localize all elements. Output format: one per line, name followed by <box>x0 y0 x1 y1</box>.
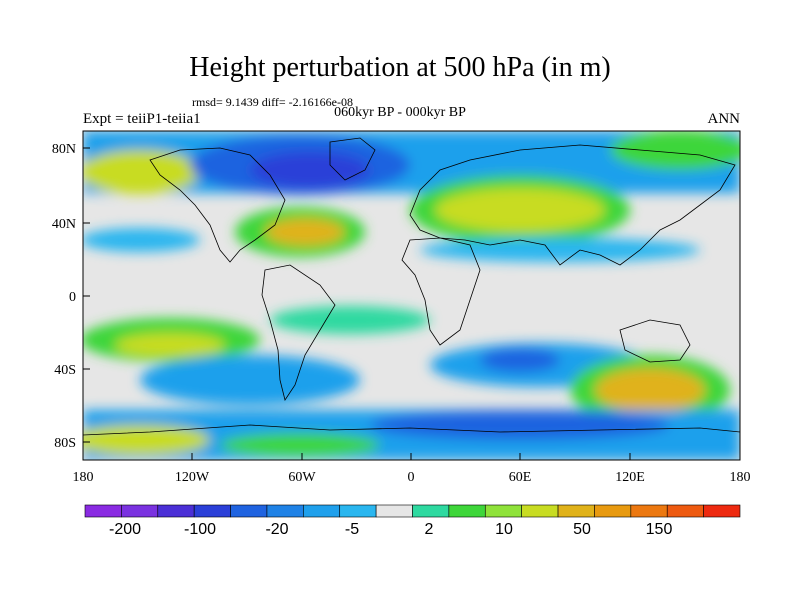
y-axis: 80N 40N 0 40S 80S <box>52 142 90 451</box>
colorbar-swatch <box>666 504 704 518</box>
colorbar-swatch <box>484 504 522 518</box>
x-tick-label: 120E <box>615 470 645 485</box>
colorbar-swatch <box>594 504 632 518</box>
colorbar: -200 -100 -20 -5 2 10 50 150 <box>84 504 741 538</box>
x-tick-label: 180 <box>730 470 751 485</box>
comparison-subtitle: 060kyr BP - 000kyr BP <box>334 105 466 120</box>
season-label: ANN <box>707 111 741 127</box>
colorbar-label: -200 <box>109 521 141 538</box>
colorbar-swatch <box>266 504 304 518</box>
experiment-label: Expt = teiiP1-teiia1 <box>83 111 201 127</box>
x-tick-label: 60W <box>288 470 316 485</box>
colorbar-swatch <box>521 504 559 518</box>
colorbar-swatch <box>703 504 741 518</box>
colorbar-swatch <box>157 504 195 518</box>
x-axis: 180 120W 60W 0 60E 120E 180 <box>73 453 751 485</box>
coastlines <box>83 137 740 436</box>
x-tick-label: 120W <box>175 470 210 485</box>
contour-field <box>83 131 740 460</box>
x-tick-label: 0 <box>408 470 415 485</box>
y-tick-label: 40S <box>54 363 76 378</box>
y-tick-label: 40N <box>52 217 76 232</box>
colorbar-swatch <box>630 504 668 518</box>
colorbar-swatch <box>448 504 486 518</box>
colorbar-swatch <box>121 504 159 518</box>
colorbar-label: 2 <box>425 521 434 538</box>
stats-text: rmsd= 9.1439 diff= -2.16166e-08 <box>192 95 353 109</box>
y-tick-label: 80N <box>52 142 76 157</box>
colorbar-label: 10 <box>495 521 513 538</box>
x-tick-label: 60E <box>509 470 532 485</box>
figure-title: Height perturbation at 500 hPa (in m) <box>189 52 611 83</box>
colorbar-swatch <box>303 504 341 518</box>
colorbar-swatch <box>230 504 268 518</box>
colorbar-swatch <box>84 504 122 518</box>
colorbar-label: 150 <box>646 521 673 538</box>
colorbar-label: 50 <box>573 521 591 538</box>
colorbar-label: -100 <box>184 521 216 538</box>
y-tick-label: 0 <box>69 290 76 305</box>
colorbar-swatch <box>339 504 377 518</box>
x-tick-label: 180 <box>73 470 94 485</box>
colorbar-label: -20 <box>265 521 288 538</box>
colorbar-label: -5 <box>345 521 359 538</box>
colorbar-swatch <box>557 504 595 518</box>
colorbar-swatch <box>375 504 413 518</box>
colorbar-swatch <box>193 504 231 518</box>
colorbar-swatch <box>412 504 450 518</box>
y-tick-label: 80S <box>54 436 76 451</box>
